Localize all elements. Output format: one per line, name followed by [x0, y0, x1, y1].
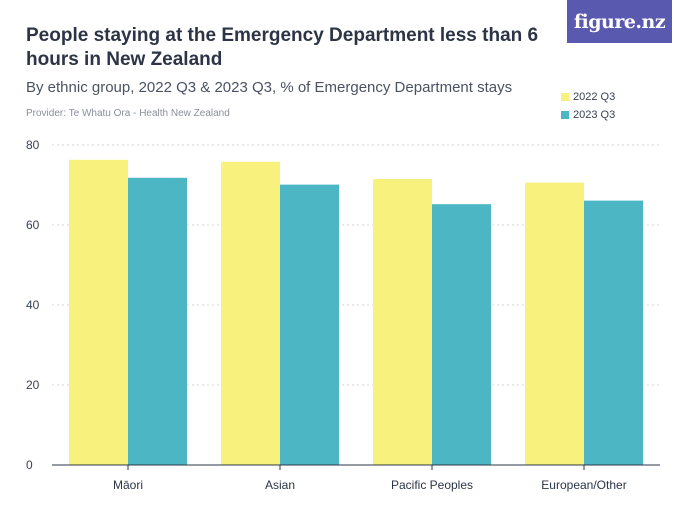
y-tick-label-80: 80	[26, 138, 40, 152]
bar-european-other-2022-q3	[525, 182, 584, 465]
logo-text: figure.nz	[573, 10, 666, 33]
data-provider: Provider: Te Whatu Ora - Health New Zeal…	[26, 108, 230, 119]
chart-title: People staying at the Emergency Departme…	[26, 25, 539, 70]
bar-asian-2023-q3	[280, 184, 339, 465]
bar-european-other-2023-q3	[584, 200, 643, 465]
y-tick-label-0: 0	[26, 458, 33, 472]
x-tick-label-pacific-peoples: Pacific Peoples	[391, 478, 473, 492]
chart-subtitle: By ethnic group, 2022 Q3 & 2023 Q3, % of…	[26, 79, 513, 96]
legend-swatch-2023	[561, 111, 569, 119]
x-tick-label-european-other: European/Other	[541, 478, 626, 492]
bars	[69, 159, 643, 466]
y-axis-ticks: 0 20 40 60 80	[26, 138, 40, 472]
x-tick-label-asian: Asian	[265, 478, 295, 492]
legend-label-2023: 2023 Q3	[573, 109, 616, 121]
legend-item-2023: 2023 Q3	[561, 106, 615, 124]
y-tick-label-20: 20	[26, 378, 40, 392]
x-tick-label-m-ori: Māori	[113, 478, 143, 492]
legend-swatch-2022	[561, 93, 569, 101]
x-axis: Māori Asian Pacific Peoples European/Other	[52, 464, 660, 492]
figure-nz-logo[interactable]: figure.nz	[567, 0, 672, 43]
bar-pacific-peoples-2023-q3	[432, 204, 491, 465]
legend-item-2022: 2022 Q3	[561, 88, 615, 106]
bar-pacific-peoples-2022-q3	[373, 179, 432, 465]
bar-m-ori-2023-q3	[128, 177, 187, 466]
chart-legend: 2022 Q3 2023 Q3	[561, 88, 615, 124]
y-tick-label-60: 60	[26, 218, 40, 232]
bar-m-ori-2022-q3	[69, 159, 128, 466]
bar-asian-2022-q3	[221, 161, 280, 466]
legend-label-2022: 2022 Q3	[573, 91, 616, 103]
y-tick-label-40: 40	[26, 298, 40, 312]
